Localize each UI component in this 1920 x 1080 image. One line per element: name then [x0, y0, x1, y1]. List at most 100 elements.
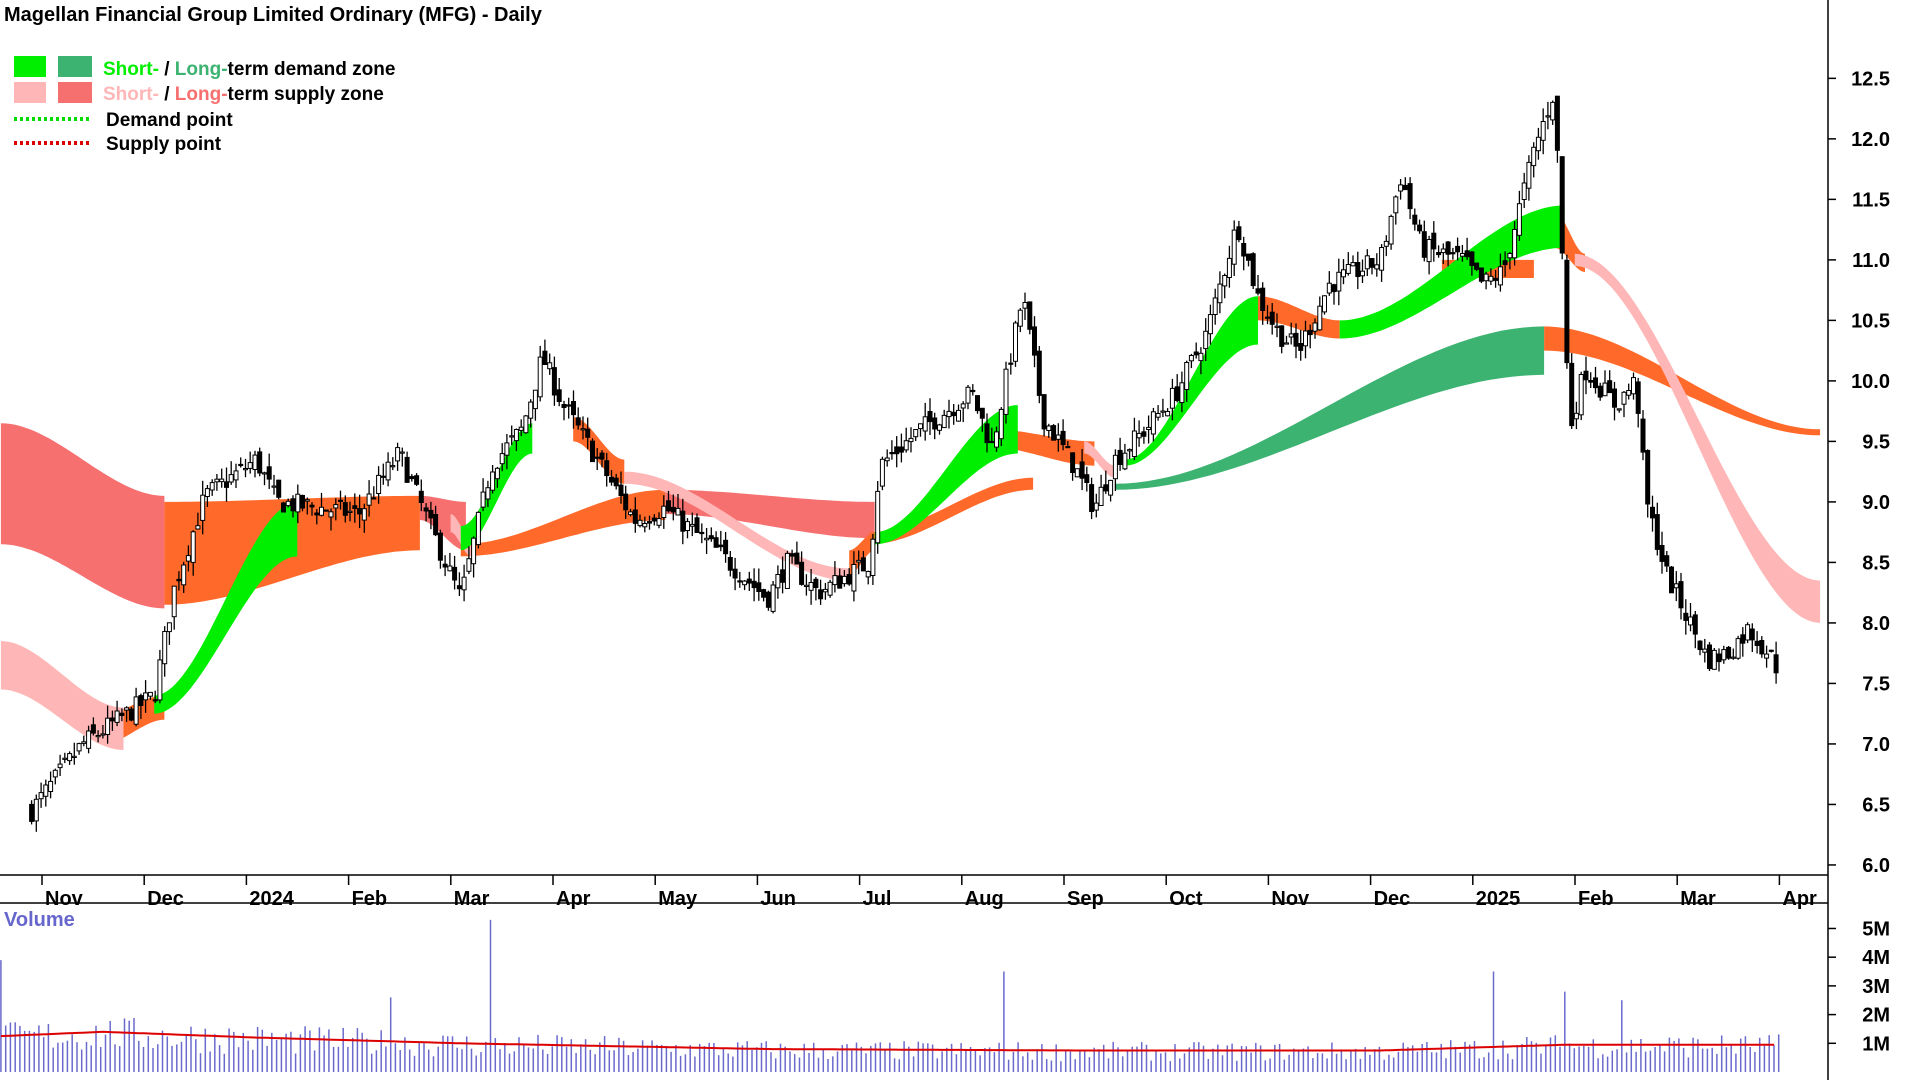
short-demand-zone-0 — [154, 501, 298, 714]
candle-body — [342, 502, 348, 516]
candle-body — [1531, 146, 1537, 167]
candle-body — [822, 588, 828, 593]
candle-body — [1673, 583, 1679, 589]
price-tick-label: 11.0 — [1852, 250, 1890, 272]
candle-body — [105, 717, 111, 736]
candle-body — [319, 506, 324, 516]
candle-body — [33, 798, 39, 822]
candle-body — [1188, 355, 1194, 362]
candle-body — [970, 389, 976, 393]
candle-body — [1459, 253, 1465, 257]
candle-body — [67, 753, 73, 762]
candle-body — [609, 476, 614, 483]
candle-body — [1417, 224, 1423, 232]
candle-body — [832, 575, 838, 586]
candle-body — [1569, 362, 1575, 427]
candle-body — [1260, 287, 1266, 312]
candle-body — [147, 691, 153, 697]
candle-body — [979, 407, 985, 419]
candle-body — [1635, 381, 1641, 414]
candle-body — [1469, 251, 1475, 266]
candle-body — [803, 584, 809, 587]
candle-body — [1046, 425, 1052, 431]
short-demand-zone-4 — [1339, 205, 1565, 339]
candle-body — [442, 563, 448, 568]
candle-body — [537, 356, 543, 398]
candle-body — [1559, 156, 1565, 254]
legend-demand-short-label: Short- — [103, 59, 159, 80]
candle-body — [922, 416, 928, 432]
candle-body — [656, 518, 662, 526]
candle-body — [898, 446, 904, 453]
candle-body — [1226, 257, 1232, 278]
candle-body — [1051, 425, 1057, 441]
candle-body — [708, 535, 714, 540]
candle-body — [238, 463, 244, 467]
orange-zone-2 — [460, 489, 666, 557]
candle-body — [1521, 182, 1527, 200]
candle-body — [875, 490, 881, 544]
candle-body — [1759, 640, 1765, 655]
candle-body — [637, 519, 643, 527]
candle-body — [1669, 566, 1674, 594]
candle-body — [1578, 374, 1584, 416]
candle-body — [975, 395, 980, 412]
candle-body — [846, 574, 852, 585]
candle-body — [1502, 260, 1508, 266]
candle-body — [675, 507, 681, 516]
candle-body — [756, 582, 762, 592]
candle-body — [509, 435, 515, 438]
candle-body — [998, 408, 1004, 440]
volume-tick-label: 1M — [1862, 1033, 1890, 1055]
candle-body — [266, 466, 272, 480]
candle-body — [1431, 232, 1437, 250]
candle-body — [1355, 262, 1361, 277]
candle-body — [1122, 452, 1128, 470]
candle-body — [1298, 343, 1304, 351]
candle-body — [1060, 430, 1066, 446]
candle-body — [566, 404, 572, 407]
candle-body — [860, 557, 866, 572]
candle-body — [1003, 368, 1009, 415]
candle-body — [157, 659, 163, 701]
candle-body — [1022, 302, 1028, 309]
candle-body — [1331, 284, 1337, 293]
candle-body — [894, 446, 900, 455]
candle-body — [176, 578, 182, 582]
candle-body — [152, 699, 158, 702]
candle-body — [794, 552, 800, 565]
candle-body — [994, 431, 999, 448]
candle-body — [851, 564, 857, 592]
candle-body — [689, 523, 695, 527]
price-tick-label: 8.0 — [1862, 613, 1890, 635]
candle-body — [328, 511, 334, 518]
candle-body — [1055, 434, 1061, 440]
candle-body — [1127, 449, 1133, 452]
candle-body — [937, 424, 942, 431]
x-tick-label: Apr — [556, 888, 591, 910]
x-tick-label: Dec — [147, 888, 184, 910]
candle-body — [62, 757, 68, 760]
x-tick-label: Oct — [1169, 888, 1203, 910]
long-demand-zone-0 — [1114, 326, 1545, 490]
candles-layer — [29, 95, 1779, 832]
candle-body — [1379, 247, 1385, 271]
candle-body — [452, 566, 458, 581]
candle-body — [376, 474, 382, 494]
candle-body — [38, 792, 44, 800]
candle-body — [1507, 253, 1513, 259]
candle-body — [1455, 245, 1461, 253]
candle-body — [475, 511, 481, 546]
candle-body — [1535, 136, 1541, 152]
candle-body — [1745, 624, 1751, 641]
candle-body — [784, 552, 790, 590]
candle-body — [989, 440, 995, 444]
candle-body — [214, 478, 220, 483]
candle-body — [837, 575, 843, 589]
candle-body — [775, 574, 781, 589]
candle-body — [1112, 454, 1118, 480]
candle-body — [1583, 370, 1589, 381]
volume-tick-label: 2M — [1862, 1005, 1890, 1027]
candle-body — [1013, 322, 1018, 362]
candle-body — [1654, 514, 1660, 550]
